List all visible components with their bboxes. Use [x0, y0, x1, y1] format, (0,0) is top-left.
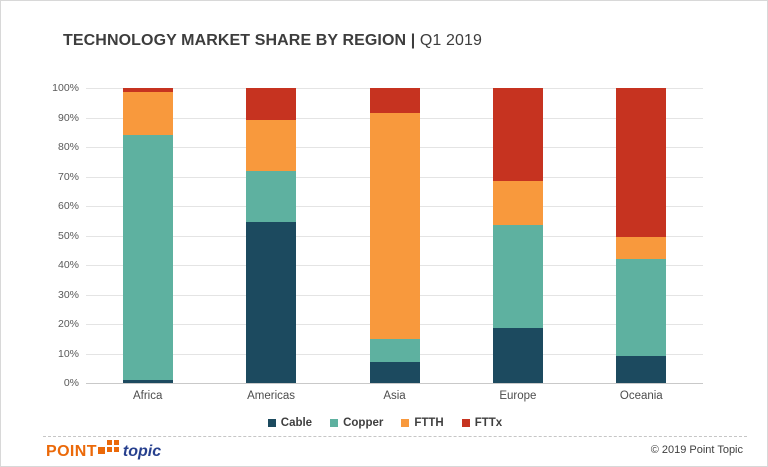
- bar-segment-oceania-cable: [616, 356, 667, 383]
- x-tick-label: Americas: [247, 390, 296, 402]
- y-tick-label: 20%: [57, 318, 79, 330]
- point-topic-logo: POINT topic: [46, 440, 162, 460]
- y-tick-label: 80%: [57, 141, 79, 153]
- bar-segment-oceania-copper: [616, 259, 667, 357]
- x-tick-label: Oceania: [619, 390, 663, 402]
- y-tick-label: 50%: [57, 229, 79, 242]
- y-tick-label: 0%: [63, 377, 79, 389]
- legend-swatch-cable: [267, 419, 276, 427]
- bar-segment-africa-fttx: [122, 88, 173, 93]
- bar-segment-europe-ftth: [492, 180, 543, 226]
- legend-swatch-ftth: [401, 419, 410, 427]
- legend: Cable Copper FTTH FTTx: [1, 415, 767, 431]
- chart-title-main: TECHNOLOGY MARKET SHARE BY REGION |: [63, 32, 416, 49]
- legend-label-fttx: FTTx: [474, 417, 503, 429]
- x-tick-label: Asia: [383, 390, 406, 402]
- legend-item-fttx: FTTx: [461, 417, 503, 429]
- logo-topic-text: topic: [122, 443, 162, 460]
- y-tick-label: 60%: [57, 200, 79, 212]
- x-tick-label: Europe: [499, 390, 537, 402]
- footer-separator: [43, 436, 747, 437]
- legend-swatch-fttx: [461, 419, 470, 427]
- bar-segment-europe-copper: [492, 225, 543, 329]
- bar-segment-asia-cable: [369, 362, 420, 383]
- legend-swatch-copper: [330, 419, 339, 427]
- legend-label-cable: Cable: [280, 417, 313, 429]
- chart-title: TECHNOLOGY MARKET SHARE BY REGION | Q1 2…: [63, 32, 482, 50]
- legend-label-ftth: FTTH: [414, 417, 444, 429]
- y-tick-label: 10%: [57, 347, 79, 360]
- x-axis-line: [86, 383, 703, 384]
- x-tick-label: Africa: [132, 390, 163, 402]
- bar-segment-americas-cable: [246, 222, 297, 383]
- y-tick-label: 30%: [57, 288, 79, 301]
- y-tick-label: 40%: [57, 259, 79, 271]
- logo-point-text: POINT: [46, 443, 97, 460]
- y-tick-label: 70%: [57, 170, 79, 183]
- logo-squares-icon: [97, 438, 121, 459]
- bar-segment-asia-copper: [369, 338, 420, 363]
- copyright-text: © 2019 Point Topic: [650, 444, 743, 456]
- bar-segment-europe-fttx: [492, 88, 543, 181]
- bar-segment-oceania-fttx: [616, 88, 667, 237]
- legend-item-copper: Copper: [330, 417, 383, 429]
- legend-item-cable: Cable: [267, 417, 313, 429]
- y-tick-label: 90%: [57, 111, 79, 124]
- bar-segment-americas-ftth: [246, 120, 297, 171]
- bar-segment-americas-fttx: [246, 88, 297, 121]
- bar-segment-africa-copper: [122, 135, 173, 381]
- chart-title-period: Q1 2019: [419, 32, 482, 49]
- legend-label-copper: Copper: [343, 417, 384, 429]
- bar-segment-africa-cable: [122, 380, 173, 383]
- y-tick-label: 100%: [52, 82, 79, 94]
- bar-segment-oceania-ftth: [616, 236, 667, 260]
- bar-segment-africa-ftth: [122, 92, 173, 136]
- bar-segment-europe-cable: [492, 328, 543, 383]
- legend-item-ftth: FTTH: [401, 417, 444, 429]
- bar-segment-asia-fttx: [369, 88, 420, 114]
- bar-segment-asia-ftth: [369, 113, 420, 339]
- bar-segment-americas-copper: [246, 170, 297, 223]
